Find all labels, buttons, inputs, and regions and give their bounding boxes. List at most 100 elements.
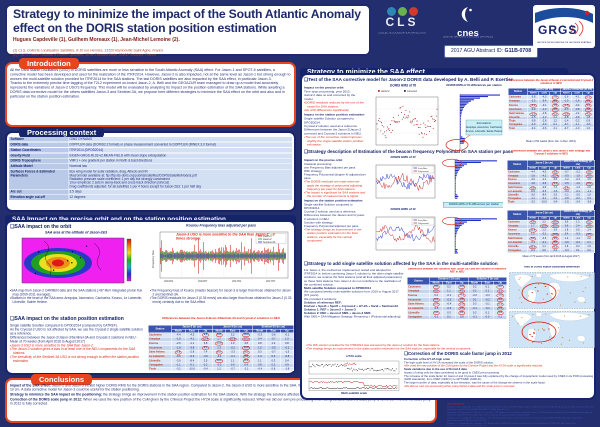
rms-maps-title: RMS of DORIS station coordinate differen… <box>524 266 580 269</box>
svg-text:Sentinel-3A: Sentinel-3A <box>263 241 276 244</box>
rms-map-chart-1 <box>509 272 595 309</box>
circled-value: 5.1 <box>585 95 592 100</box>
circled-value: 5.2 <box>585 220 593 225</box>
table-cell: Thule <box>507 200 528 205</box>
processing-table: Software GINS DYNAMO DORIS data DOPPLER dat… <box>9 137 292 209</box>
text-line: Solution 1: REF + Jason-2 + Jason-3 <box>304 308 356 312</box>
kv-value-line: Radiation pressure scale coefficient: 1 … <box>69 177 170 181</box>
conclusion-item: Impact of the SAA effect: Jason-2 and Ja… <box>10 384 432 392</box>
table-header-cell: Station <box>508 88 528 96</box>
kv-value-line: Box wing model for solar radiation, drag… <box>69 170 148 174</box>
text-line: Solution with strategy: <box>304 221 334 225</box>
svg-text:2016/07: 2016/07 <box>198 279 208 283</box>
strategy-scale-text: Correction of the HY-2A high scale The hi… <box>404 358 594 398</box>
circled-value: 5.4 <box>585 99 592 104</box>
circled-value: 9.0 <box>242 350 250 355</box>
circled-value: 8.0 <box>215 350 223 355</box>
test-table-caption: Differences between the Jason-2/Jason-2 … <box>508 79 594 86</box>
strategy-test-heading: Test of the SAA corrective model for Jas… <box>304 77 592 82</box>
table-row: Thule -0.8 -2.6 1.2 -1.4 -2.2 0.9 <box>508 119 594 124</box>
table-cell: 6.5 <box>549 111 561 117</box>
circled-value: 9.8 <box>202 333 209 337</box>
conclusion-lead: Strategy to minimize the SAA impact on t… <box>10 393 103 397</box>
kv-row: Attitude Model Nominal law <box>9 164 292 169</box>
table-cell: 4.2 <box>582 111 594 117</box>
kv-row: Arc cut 3.5 days <box>9 189 292 195</box>
text-line: Envisat + Spot4 + Spot5 + Cryosat-2 + HY… <box>304 304 399 308</box>
kv-label: Attitude Model <box>9 164 68 169</box>
text-line: Single satellite Solution compared to DP… <box>304 203 353 211</box>
text-line: Frequency Polynomial adjusted per pass. <box>304 225 360 228</box>
text-line: Impact of using only the data considered… <box>404 371 499 375</box>
cls-logo-dot-green <box>397 7 407 16</box>
kv-label: Gravity Field <box>9 153 68 158</box>
circled-value: 4.6 <box>585 174 593 179</box>
chart-svg: SAA stations:Arequipa, Ascension, Cachoe… <box>445 94 503 151</box>
text-line: Impact on the station position estimatio… <box>304 199 363 203</box>
kv-label: Surfaces Forces & Estimated Parameters <box>9 169 68 189</box>
svg-text:Polynomial: Polynomial <box>418 223 429 225</box>
text-line: Stations in the heart of the SAA area: A… <box>10 297 144 305</box>
text-line: We used the new position of the CoM give… <box>404 365 594 368</box>
table-row: Yarragadee -1.1 -0.1 0.2 -0.2 0.0 0.4 0.8 0.2 0.9 <box>148 363 294 368</box>
svg-text:2016/01: 2016/01 <box>164 279 174 283</box>
circled-value: 1.6 <box>432 285 440 289</box>
line-fit-chart-2: Freq Bias Polynomial <box>368 213 438 255</box>
table-cell: -2.4 <box>571 111 583 117</box>
text-line: Cryosat-2 solution used as a reference. <box>304 210 357 214</box>
conclusion-text: the strategy brings an improvement in th… <box>102 393 424 397</box>
table-cell: 0.1 <box>493 315 507 320</box>
text-line: Impact on the precise orbit <box>304 159 343 162</box>
text-line: For Jason-1, the method we implemented, … <box>304 269 404 287</box>
table-row: Saint Helena -0.5 -2.8 6.5 -0.8 -2.4 4.2 <box>508 111 594 117</box>
kv-label: DORIS Troposphere <box>9 158 68 164</box>
diff-bars-center-note: DORIS RMS of fit differences per station <box>443 202 503 214</box>
hy2a-chart <box>306 360 400 376</box>
table-cell: 10.1 <box>526 244 539 250</box>
table-row: Le Lamentin -0.6 -6.3 -3.6 -0.3 -2.1 -1.2 <box>507 190 595 194</box>
text-line: Frequency Polynomial (degree 4) adjusted… <box>304 173 366 181</box>
circled-value: 19.8 <box>242 346 251 350</box>
strategy-multi-heading: Strategy to add single satellite solutio… <box>304 261 594 267</box>
table-cell: -0.3 <box>560 248 573 253</box>
kv-value: EIGEN-GRGS.RL03-v2.MEAN-FIELD with mean … <box>68 153 292 158</box>
grgs-logo-tagline: GROUPE DE RECHERCHE DE GEODESIE SPATIALE <box>536 41 592 44</box>
table-row: Kourou -3.2 -0.1 7.5 -2.5 -0.4 5.2 <box>508 103 594 109</box>
text-line: Cryosat-2 solution used as a reference. <box>304 124 358 129</box>
table-cell: 3.6 <box>583 232 595 238</box>
table-cell: 0.1 <box>442 315 456 320</box>
line-fit-chart-1: Freq Bias Polynomial <box>368 161 438 203</box>
text-line: Lemoine J.-M., Capdeville, H., 2006. A c… <box>447 405 595 411</box>
strategy-scale-heading: Correction of the DORIS scale factor jum… <box>404 351 594 357</box>
table-row: Cachoeira -4.4 -4.5 9.8 -0.7 -2.2 3.0 <box>507 169 595 175</box>
desc-table-2: Station Jason-3 (in cm) Jason-3 with strat… <box>507 210 595 254</box>
table-cell: 2.1 <box>549 126 561 131</box>
cls-logo-tagline: COLLECTE LOCALISATION SATELLITES <box>378 32 426 35</box>
desc-table-1: Station Jason-2 (in cm) Jason-2 with strat… <box>507 160 595 208</box>
table-row: Yarragadee -0.3 -0.9 0.1 -0.7 -1.1 -0.3 <box>508 123 594 128</box>
circled-value: 10.1 <box>528 245 537 249</box>
strategy-multi-text: For Jason-1, the method we implemented, … <box>304 269 404 343</box>
kv-row: Gravity Field EIGEN-GRGS.RL03-v2.MEAN-FIE… <box>9 153 292 158</box>
kv-row: Station Coordinates ITRF2014 (DPOD2014) <box>9 147 292 153</box>
kv-value-line: VMF1 + one gradient per station in North… <box>69 159 153 163</box>
table-row: Yarragadee -0.1 0.1 0.8 -0.1 0.0 0.1 <box>407 315 507 320</box>
kv-label: Elevation angle cut-off <box>9 195 68 200</box>
circled-value: 8.8 <box>215 333 223 337</box>
authors: Hugues Capdeville (1), Guilhem Moreaux (… <box>13 36 180 43</box>
table-cell: -0.4 <box>527 126 539 131</box>
rms-diff-title: DORIS RMS of fit differences per station <box>446 84 502 87</box>
text-line: The increase of the scale factor for Jas… <box>404 374 594 382</box>
text-line: As the Cryosat-2 USO is not affected by … <box>10 327 143 336</box>
saa-map-chart <box>14 237 138 287</box>
cls-logo-text: CLS <box>385 15 419 29</box>
table-cell: -0.7 <box>560 126 572 131</box>
text-line: The Jason-3 solution gives a bias in at … <box>10 348 146 356</box>
circled-value: 19.8 <box>551 232 560 237</box>
circled-value: 7.8 <box>552 95 559 100</box>
circled-value: 4.8 <box>585 108 592 112</box>
circled-value: 10.8 <box>215 341 224 346</box>
text-line: We computed weekly multi-satellite solut… <box>304 290 399 298</box>
